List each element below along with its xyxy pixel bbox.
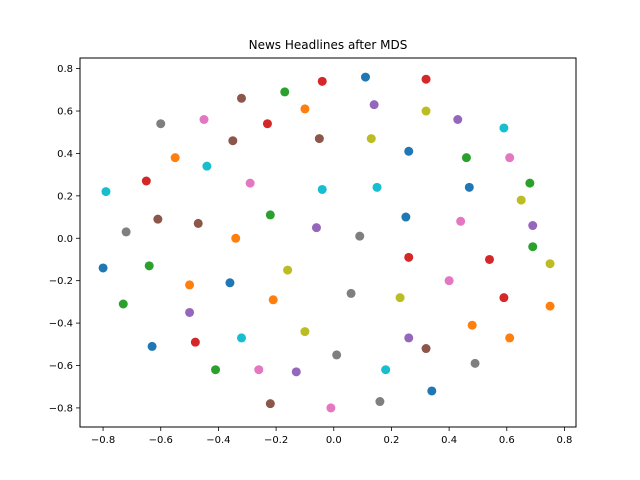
scatter-point-9 xyxy=(199,115,209,124)
scatter-point-67 xyxy=(254,365,264,375)
scatter-point-8 xyxy=(453,115,463,124)
scatter-point-63 xyxy=(421,344,431,354)
scatter-point-64 xyxy=(332,350,342,360)
scatter-point-12 xyxy=(499,123,509,133)
x-tick-label-3: −0.2 xyxy=(264,435,288,446)
scatter-point-25 xyxy=(372,182,382,192)
scatter-point-42 xyxy=(144,261,154,271)
scatter-point-51 xyxy=(395,293,405,303)
scatter-point-16 xyxy=(404,146,414,156)
x-tick-label-2: −0.4 xyxy=(206,435,230,446)
scatter-point-70 xyxy=(427,386,437,396)
scatter-point-40 xyxy=(404,252,414,262)
scatter-point-22 xyxy=(525,178,535,188)
scatter-point-0 xyxy=(360,72,370,82)
scatter-point-53 xyxy=(118,299,128,309)
scatter-point-10 xyxy=(156,119,166,129)
scatter-point-24 xyxy=(464,182,474,192)
x-tick-label-1: −0.6 xyxy=(149,435,173,446)
scatter-point-52 xyxy=(268,295,278,305)
x-tick-label-6: 0.4 xyxy=(441,435,457,446)
scatter-point-35 xyxy=(311,223,321,233)
scatter-point-15 xyxy=(228,136,238,146)
scatter-point-47 xyxy=(225,278,235,288)
scatter-point-27 xyxy=(101,187,111,197)
scatter-point-4 xyxy=(236,93,246,103)
scatter-point-69 xyxy=(291,367,301,377)
x-tick-label-0: −0.8 xyxy=(91,435,115,446)
scatter-point-72 xyxy=(265,399,275,409)
scatter-point-33 xyxy=(193,218,203,228)
scatter-point-1 xyxy=(421,74,431,84)
scatter-point-65 xyxy=(470,358,480,368)
scatter-point-46 xyxy=(444,276,454,286)
scatter-point-49 xyxy=(346,288,356,298)
scatter-point-30 xyxy=(401,212,411,222)
scatter-point-43 xyxy=(545,259,555,269)
scatter-point-59 xyxy=(404,333,414,343)
scatter-point-5 xyxy=(369,100,379,110)
scatter-point-28 xyxy=(516,195,526,205)
scatter-point-6 xyxy=(300,104,310,114)
scatter-point-57 xyxy=(300,327,310,337)
scatter-point-39 xyxy=(528,242,538,252)
scatter-point-36 xyxy=(121,227,131,237)
scatter-points xyxy=(98,72,555,413)
y-tick-label-6: 0.4 xyxy=(57,149,73,160)
y-tick-label-8: 0.8 xyxy=(57,64,73,75)
x-axis: −0.8 −0.6 −0.4 −0.2 0.0 0.2 0.4 0.6 0.8 xyxy=(91,427,572,446)
scatter-point-13 xyxy=(314,134,324,144)
scatter-point-68 xyxy=(381,365,391,375)
y-tick-label-0: −0.8 xyxy=(49,403,73,414)
x-tick-label-8: 0.8 xyxy=(557,435,573,446)
scatter-point-60 xyxy=(505,333,515,343)
scatter-point-61 xyxy=(190,337,200,347)
scatter-point-41 xyxy=(484,254,494,264)
scatter-point-2 xyxy=(317,76,327,86)
x-tick-label-7: 0.6 xyxy=(499,435,515,446)
scatter-point-73 xyxy=(326,403,336,413)
scatter-point-37 xyxy=(355,231,365,241)
y-tick-label-7: 0.6 xyxy=(57,107,73,118)
scatter-point-71 xyxy=(375,397,385,407)
y-tick-label-5: 0.2 xyxy=(57,191,73,202)
scatter-point-34 xyxy=(528,221,538,231)
scatter-point-50 xyxy=(499,293,509,303)
scatter-point-26 xyxy=(317,184,327,194)
scatter-point-11 xyxy=(262,119,272,129)
scatter-point-44 xyxy=(98,263,108,273)
scatter-point-18 xyxy=(170,153,180,163)
scatter-point-3 xyxy=(280,87,290,97)
x-tick-label-5: 0.2 xyxy=(383,435,399,446)
scatter-point-23 xyxy=(245,178,255,188)
scatter-point-62 xyxy=(147,341,157,351)
scatter-point-38 xyxy=(231,233,241,243)
scatter-point-45 xyxy=(283,265,293,275)
scatter-point-29 xyxy=(265,210,275,220)
plot-frame xyxy=(79,57,577,428)
scatter-point-55 xyxy=(185,307,195,317)
scatter-point-48 xyxy=(185,280,195,290)
scatter-point-32 xyxy=(456,216,466,226)
scatter-point-14 xyxy=(366,134,376,144)
scatter-point-31 xyxy=(153,214,163,224)
chart-title: News Headlines after MDS xyxy=(249,38,408,52)
scatter-point-66 xyxy=(211,365,221,375)
scatter-point-21 xyxy=(141,176,151,186)
y-tick-label-3: −0.2 xyxy=(49,276,73,287)
y-tick-label-2: −0.4 xyxy=(49,319,73,330)
scatter-point-17 xyxy=(461,153,471,163)
y-axis: −0.8 −0.6 −0.4 −0.2 0.0 0.2 0.4 0.6 0.8 xyxy=(49,64,80,414)
scatter-point-56 xyxy=(467,320,477,330)
y-tick-label-1: −0.6 xyxy=(49,361,73,372)
scatter-point-58 xyxy=(236,333,246,343)
scatter-point-20 xyxy=(202,161,212,171)
scatter-point-7 xyxy=(421,106,431,116)
y-tick-label-4: 0.0 xyxy=(57,234,73,245)
scatter-point-19 xyxy=(505,153,515,163)
x-tick-label-4: 0.0 xyxy=(326,435,342,446)
scatter-point-54 xyxy=(545,301,555,311)
